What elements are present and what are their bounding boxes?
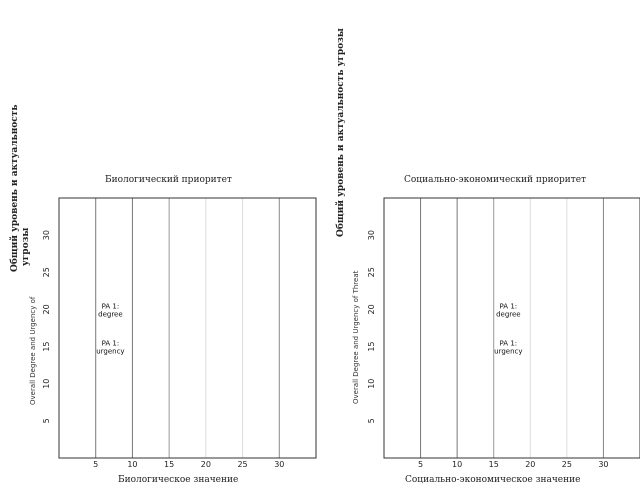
y-tick-label-25: 25 [367, 267, 376, 277]
x-tick-label-30: 30 [274, 460, 284, 469]
x-tick-label-10: 10 [452, 460, 462, 469]
y-tick-label-30: 30 [367, 230, 376, 240]
x-tick-label-5: 5 [418, 460, 423, 469]
x-tick-label-20: 20 [525, 460, 535, 469]
data-point-label-0-line2: degree [98, 310, 123, 318]
y-tick-label-5: 5 [42, 418, 51, 423]
data-point-label-0-line1: PA 1: [102, 302, 120, 310]
y-tick-label-15: 15 [367, 341, 376, 351]
x-tick-label-10: 10 [127, 460, 137, 469]
data-point-label-0-line2: degree [496, 310, 521, 318]
chart-1-x-axis-label: Биологическое значение [118, 475, 239, 485]
data-point-label-1-line2: urgency [96, 348, 124, 356]
y-tick-label-30: 30 [42, 230, 51, 240]
data-point-label-1-line1: PA 1: [500, 340, 518, 348]
x-tick-label-25: 25 [562, 460, 572, 469]
chart-1-title: Биологический приоритет [105, 175, 232, 185]
y-tick-label-20: 20 [42, 304, 51, 314]
x-tick-label-25: 25 [237, 460, 247, 469]
x-tick-label-20: 20 [201, 460, 211, 469]
plot-frame [383, 197, 640, 459]
data-point-label-1-line2: urgency [494, 348, 522, 356]
chart-2-title: Социально-экономический приоритет [404, 175, 587, 185]
y-tick-label-10: 10 [367, 379, 376, 389]
data-point-label-1-line1: PA 1: [102, 340, 120, 348]
y-tick-label-25: 25 [42, 267, 51, 277]
data-point-label-0-line1: PA 1: [500, 302, 518, 310]
y-tick-label-10: 10 [42, 379, 51, 389]
y-tick-label-20: 20 [367, 304, 376, 314]
y-tick-label-15: 15 [42, 341, 51, 351]
plot-frame [58, 197, 317, 459]
x-tick-label-30: 30 [598, 460, 608, 469]
x-tick-label-5: 5 [93, 460, 98, 469]
x-tick-label-15: 15 [164, 460, 174, 469]
y-tick-label-5: 5 [367, 418, 376, 423]
x-tick-label-15: 15 [489, 460, 499, 469]
chart-2-x-axis-label: Социально-экономическое значение [405, 475, 581, 485]
